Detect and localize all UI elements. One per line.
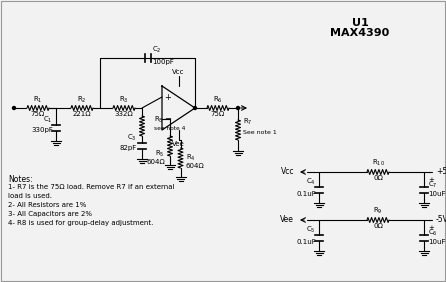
Text: 221Ω: 221Ω: [73, 111, 91, 117]
Text: Vcc: Vcc: [281, 168, 294, 177]
Text: R$_{10}$: R$_{10}$: [372, 158, 384, 168]
Text: C$_2$: C$_2$: [153, 45, 162, 55]
Text: 75Ω: 75Ω: [31, 111, 45, 117]
Text: −: −: [165, 114, 172, 124]
Text: 10uF: 10uF: [428, 191, 446, 197]
Text: 604Ω: 604Ω: [146, 159, 165, 165]
Text: C$_5$: C$_5$: [306, 225, 316, 235]
Text: 0Ω: 0Ω: [373, 223, 383, 229]
Text: +: +: [428, 225, 434, 231]
Text: 0.1uF: 0.1uF: [296, 239, 316, 245]
Text: R$_7$: R$_7$: [243, 117, 252, 127]
Text: C$_4$: C$_4$: [306, 177, 316, 187]
Text: R$_4$: R$_4$: [186, 153, 195, 163]
Text: 4- R8 is used for group-delay adjustment.: 4- R8 is used for group-delay adjustment…: [8, 220, 153, 226]
Text: R$_5$: R$_5$: [155, 149, 165, 159]
Text: 10uF: 10uF: [428, 239, 446, 245]
Text: 332Ω: 332Ω: [115, 111, 133, 117]
Text: C$_1$: C$_1$: [43, 115, 53, 125]
Text: MAX4390: MAX4390: [330, 28, 390, 38]
Text: 3- All Capacitors are 2%: 3- All Capacitors are 2%: [8, 211, 92, 217]
Text: 330pF: 330pF: [31, 127, 53, 133]
Circle shape: [194, 107, 197, 109]
Text: 82pF: 82pF: [120, 145, 137, 151]
Text: 1- R7 is the 75Ω load. Remove R7 if an external: 1- R7 is the 75Ω load. Remove R7 if an e…: [8, 184, 174, 190]
Text: 75Ω: 75Ω: [211, 111, 225, 117]
Text: R$_2$: R$_2$: [77, 95, 87, 105]
Text: 100pF: 100pF: [153, 59, 174, 65]
Text: U1: U1: [351, 18, 368, 28]
Text: 0.1uF: 0.1uF: [296, 191, 316, 197]
Text: -5V: -5V: [436, 215, 446, 224]
Text: C$_7$: C$_7$: [428, 180, 438, 190]
Text: C$_3$: C$_3$: [127, 133, 137, 143]
Circle shape: [236, 107, 240, 109]
Circle shape: [12, 107, 16, 109]
Text: R$_9$: R$_9$: [373, 206, 383, 216]
Text: +: +: [165, 92, 171, 102]
Text: Vcc: Vcc: [172, 69, 185, 75]
Text: Vee: Vee: [172, 141, 185, 147]
Text: load is used.: load is used.: [8, 193, 52, 199]
Text: R$_6$: R$_6$: [213, 95, 223, 105]
Text: Vee: Vee: [280, 215, 294, 224]
Text: 0Ω: 0Ω: [373, 175, 383, 181]
Text: R$_8$: R$_8$: [154, 115, 164, 125]
Text: see note 4: see note 4: [154, 125, 186, 131]
Text: Notes:: Notes:: [8, 175, 33, 184]
Text: R$_3$: R$_3$: [119, 95, 129, 105]
Text: +: +: [428, 177, 434, 183]
Text: See note 1: See note 1: [243, 129, 277, 135]
Text: R$_1$: R$_1$: [33, 95, 43, 105]
Text: +5V: +5V: [436, 168, 446, 177]
Text: 2- All Resistors are 1%: 2- All Resistors are 1%: [8, 202, 87, 208]
Text: 604Ω: 604Ω: [186, 163, 204, 169]
Text: C$_6$: C$_6$: [428, 228, 438, 238]
